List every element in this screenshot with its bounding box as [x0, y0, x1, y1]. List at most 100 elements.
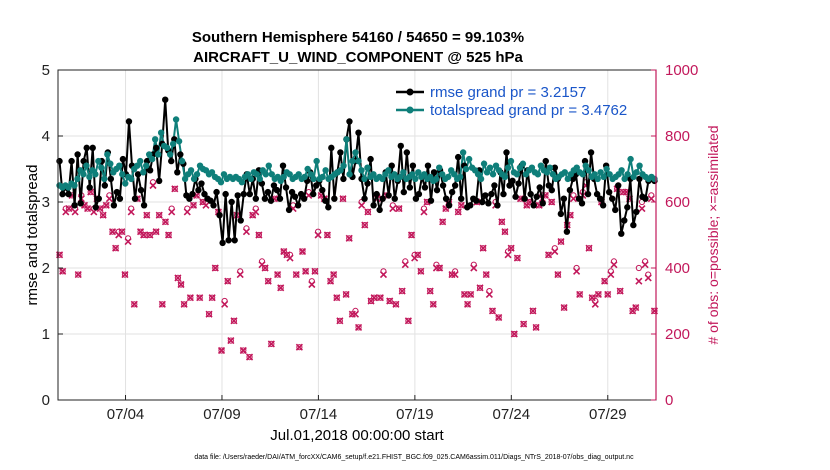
- totalspread-point: [630, 173, 637, 181]
- obs-assimilated-marker: [71, 208, 79, 216]
- totalspread-point: [624, 171, 631, 178]
- obs-assimilated-marker: [454, 208, 462, 216]
- obs-possible-marker: [442, 205, 449, 212]
- obs-possible-marker: [498, 218, 505, 225]
- rmse-point: [134, 171, 142, 178]
- rmse-point: [267, 197, 275, 204]
- obs-possible-marker: [364, 208, 371, 215]
- obs-assimilated-marker: [476, 284, 484, 292]
- rmse-point: [282, 184, 290, 191]
- rmse-point: [412, 195, 420, 202]
- rmse-point: [542, 157, 549, 165]
- x-tick-label: 07/29: [589, 406, 627, 423]
- rmse-point: [624, 204, 631, 211]
- rmse-point: [385, 192, 392, 199]
- rmse-point: [421, 184, 429, 191]
- rmse-point: [198, 180, 205, 187]
- obs-assimilated-marker: [227, 337, 235, 345]
- obs-possible-marker: [265, 278, 272, 285]
- obs-possible-marker: [489, 307, 496, 314]
- obs-possible-marker: [112, 245, 119, 252]
- obs-assimilated-marker: [330, 271, 338, 279]
- obs-assimilated-marker: [504, 251, 512, 259]
- obs-assimilated-marker: [376, 294, 384, 302]
- rmse-point: [228, 198, 235, 206]
- rmse-point: [630, 221, 637, 229]
- rmse-point: [400, 188, 408, 196]
- totalspread-point: [456, 173, 464, 181]
- totalspread-point: [80, 171, 87, 178]
- x-tick-label: 07/09: [203, 406, 241, 423]
- rmse-point: [325, 204, 332, 211]
- y-right-tick-label: 800: [665, 128, 690, 145]
- obs-assimilated-marker: [529, 307, 537, 315]
- obs-possible-marker: [109, 228, 116, 235]
- obs-possible-marker: [280, 248, 287, 255]
- totalspread-point: [169, 140, 177, 148]
- obs-possible-marker: [174, 274, 182, 281]
- obs-assimilated-marker: [339, 195, 347, 203]
- totalspread-point: [187, 167, 195, 174]
- y-right-tick-label: 0: [665, 392, 673, 409]
- rmse-point: [500, 190, 507, 198]
- totalspread-point: [134, 162, 141, 169]
- totalspread-point: [534, 171, 542, 178]
- obs-possible-marker: [554, 271, 561, 278]
- totalspread-point: [489, 171, 497, 178]
- totalspread-point: [504, 164, 512, 171]
- rmse-point: [246, 190, 253, 198]
- obs-possible-marker: [143, 212, 150, 219]
- obs-possible-marker: [405, 317, 412, 324]
- totalspread-point: [304, 165, 311, 173]
- totalspread-point: [145, 151, 153, 158]
- totalspread-point: [361, 175, 368, 183]
- obs-possible-marker: [227, 337, 234, 344]
- obs-possible-marker: [604, 291, 611, 298]
- obs-assimilated-marker: [149, 181, 157, 190]
- obs-assimilated-marker: [143, 211, 151, 219]
- obs-assimilated-marker: [404, 317, 412, 325]
- totalspread-point: [355, 157, 362, 165]
- totalspread-point: [157, 129, 165, 136]
- obs-assimilated-marker: [604, 290, 612, 298]
- totalspread-point: [307, 171, 314, 178]
- obs-possible-marker: [255, 231, 262, 239]
- rmse-point: [427, 197, 435, 204]
- rmse-point: [433, 186, 441, 194]
- obs-assimilated-marker: [65, 205, 73, 213]
- rmse-point: [367, 155, 374, 163]
- obs-possible-marker: [529, 307, 537, 314]
- rmse-point: [448, 188, 456, 196]
- totalspread-point: [319, 173, 326, 181]
- obs-possible-marker: [121, 271, 129, 278]
- rmse-point: [234, 192, 241, 199]
- totalspread-point: [163, 144, 171, 152]
- obs-assimilated-marker: [208, 294, 216, 302]
- totalspread-point: [268, 171, 275, 178]
- obs-assimilated-marker: [245, 353, 254, 361]
- obs-assimilated-marker: [460, 290, 469, 298]
- obs-assimilated-marker: [551, 247, 559, 256]
- obs-assimilated-marker: [311, 267, 319, 275]
- rmse-point: [240, 190, 247, 198]
- rmse-point: [291, 193, 299, 200]
- totalspread-point: [101, 175, 108, 183]
- obs-assimilated-marker: [616, 287, 624, 295]
- obs-assimilated-marker: [264, 277, 272, 285]
- obs-possible-marker: [100, 212, 107, 219]
- totalspread-point: [421, 171, 428, 178]
- totalspread-point: [265, 162, 272, 169]
- rmse-point: [557, 210, 565, 218]
- obs-possible-marker: [153, 228, 160, 235]
- obs-assimilated-marker: [59, 267, 67, 275]
- legend-spread-label: totalspread grand pr = 3.4762: [430, 102, 627, 119]
- obs-assimilated-marker: [255, 231, 263, 239]
- rmse-point: [445, 202, 453, 209]
- totalspread-point: [181, 175, 189, 183]
- obs-assimilated-marker: [420, 208, 428, 216]
- obs-possible-marker: [377, 294, 384, 301]
- totalspread-point: [477, 175, 485, 183]
- rmse-point: [80, 157, 87, 165]
- obs-assimilated-marker: [557, 238, 565, 246]
- obs-assimilated-marker: [451, 271, 459, 279]
